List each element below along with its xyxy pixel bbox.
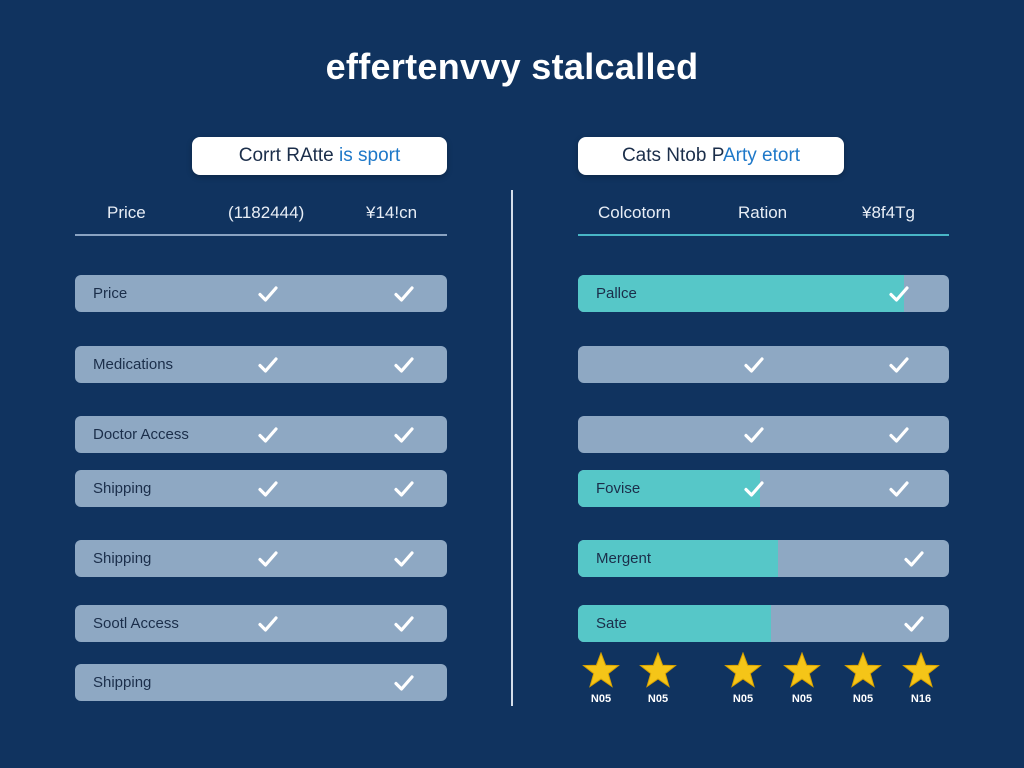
right-header-col0: Colcotorn: [598, 203, 671, 222]
row-label: Doctor Access: [93, 426, 189, 443]
row-label: Pallce: [596, 285, 637, 302]
star-label: N05: [852, 693, 874, 705]
left-header-col1: (1182444): [228, 203, 305, 222]
row-label: Sootl Access: [93, 615, 179, 632]
left-header-col2: ¥14!cn: [366, 203, 418, 222]
right-header-col2: ¥8f4Tg: [862, 203, 915, 222]
star-icon: [724, 652, 762, 688]
right-header-rule: [578, 234, 949, 236]
left-header-rule: [75, 234, 447, 236]
left-table-row: Sootl Access: [75, 605, 447, 642]
star-icon: [844, 652, 882, 688]
check-icon: [392, 547, 416, 571]
right-table-row: [578, 416, 949, 453]
right-table-row: [578, 346, 949, 383]
right-header-row: Colcotorn Ration ¥8f4Tg: [0, 203, 1024, 227]
check-icon: [392, 477, 416, 501]
panel-divider: [511, 190, 513, 706]
left-panel-title-accent: is sport: [339, 145, 401, 166]
row-label: Price: [93, 285, 128, 302]
progress-fill: [578, 605, 771, 642]
row-label: Fovise: [596, 480, 641, 497]
left-panel-title: Corrt RAtte is sport: [192, 137, 447, 175]
star-icon: [783, 652, 821, 688]
check-icon: [256, 612, 280, 636]
left-table-row: Shipping: [75, 540, 447, 577]
page-title: effertenvvy stalcalled: [325, 46, 699, 87]
check-icon: [392, 423, 416, 447]
check-icon: [887, 423, 911, 447]
progress-fill: [578, 540, 779, 577]
star-label: N05: [647, 693, 669, 705]
row-label: Shipping: [93, 480, 152, 497]
check-icon: [887, 477, 911, 501]
check-icon: [902, 547, 926, 571]
star-label: N05: [590, 693, 612, 705]
check-icon: [887, 282, 911, 306]
star-label: N16: [910, 693, 932, 705]
right-table-row: Mergent: [578, 540, 949, 577]
left-table-row: Shipping: [75, 664, 447, 701]
row-label: Medications: [93, 356, 174, 373]
check-icon: [392, 612, 416, 636]
row-label: Shipping: [93, 674, 152, 691]
left-table-row: Medications: [75, 346, 447, 383]
check-icon: [742, 353, 766, 377]
check-icon: [256, 282, 280, 306]
check-icon: [392, 671, 416, 695]
star-icon: [639, 652, 677, 688]
check-icon: [392, 282, 416, 306]
row-label: Shipping: [93, 550, 152, 567]
left-header-row: Price (1182444) ¥14!cn: [0, 203, 512, 227]
right-table-row: Fovise: [578, 470, 949, 507]
check-icon: [256, 547, 280, 571]
left-panel-title-text: Corrt RAtte: [238, 145, 340, 166]
check-icon: [742, 477, 766, 501]
right-panel-title-text: Cats Ntob P: [621, 145, 723, 166]
left-table-row: Shipping: [75, 470, 447, 507]
right-table-row: Sate: [578, 605, 949, 642]
check-icon: [742, 423, 766, 447]
star-label: N05: [791, 693, 813, 705]
star-label: N05: [732, 693, 754, 705]
left-table-row: Price: [75, 275, 447, 312]
row-label: Sate: [596, 615, 627, 632]
row-label: Mergent: [596, 550, 652, 567]
right-table-row: Pallce: [578, 275, 949, 312]
progress-fill: [578, 470, 760, 507]
check-icon: [256, 477, 280, 501]
right-panel-title: Cats Ntob PArty etort: [578, 137, 844, 175]
right-header-col1: Ration: [738, 203, 788, 222]
star-icon: [902, 652, 940, 688]
left-header-price: Price: [107, 203, 146, 222]
check-icon: [392, 353, 416, 377]
right-panel-title-accent: Arty etort: [722, 145, 801, 166]
check-icon: [887, 353, 911, 377]
check-icon: [902, 612, 926, 636]
left-table-row: Doctor Access: [75, 416, 447, 453]
star-icon: [582, 652, 620, 688]
progress-fill: [578, 275, 905, 312]
check-icon: [256, 353, 280, 377]
check-icon: [256, 423, 280, 447]
